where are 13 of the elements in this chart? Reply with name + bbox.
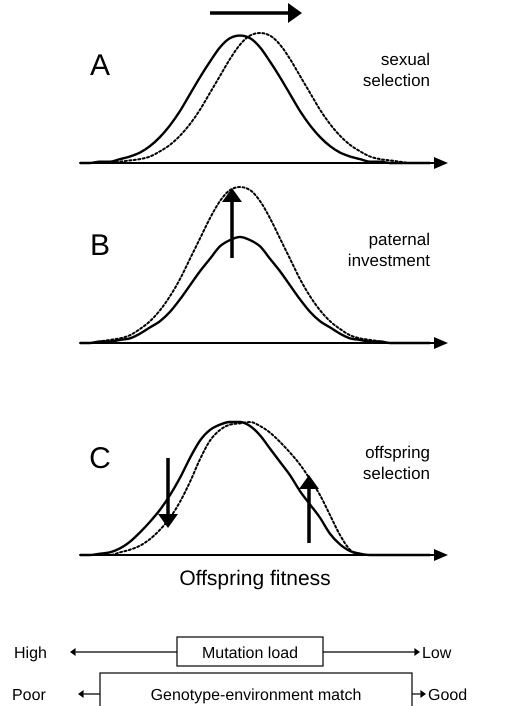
x-axis-title: Offspring fitness: [179, 567, 331, 590]
text: High: [14, 645, 47, 662]
text: Poor: [12, 687, 46, 704]
annotation: sexual selection: [362, 50, 430, 90]
text: Genotype-environment match: [150, 687, 362, 704]
annotation: offspring selection: [362, 443, 430, 483]
text: C: [89, 442, 111, 475]
text: Mutation load: [202, 645, 298, 662]
text: Good: [428, 687, 468, 704]
text: B: [90, 229, 110, 262]
text: A: [90, 49, 110, 82]
text: Low: [422, 645, 452, 662]
annotation: paternal investment: [348, 230, 430, 270]
